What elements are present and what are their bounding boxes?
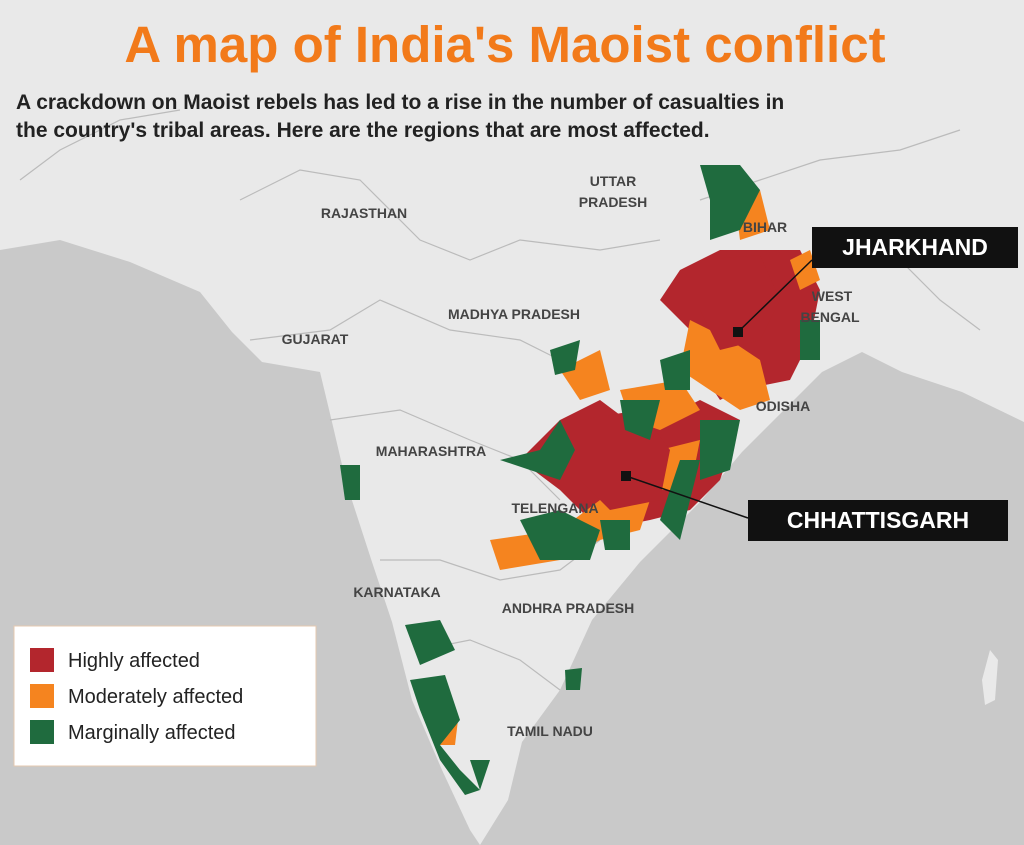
affected-area [500,420,575,480]
region-label: ANDHRA PRADESH [502,600,635,616]
affected-area [700,165,760,240]
sea [480,352,1024,845]
affected-area [600,520,630,550]
region-label: PRADESH [579,194,647,210]
legend-label: Highly affected [68,650,200,672]
legend-label: Moderately affected [68,686,243,708]
region-label: WEST [812,288,853,304]
affected-area [620,400,660,440]
subtitle: the country's tribal areas. Here are the… [16,119,710,142]
legend-swatch [30,684,54,708]
legend-box [13,625,317,767]
affected-area [560,350,610,400]
marker [621,471,631,481]
legend-label: Marginally affected [68,722,236,744]
callouts: JHARKHAND CHHATTISGARH [621,227,1018,541]
callout-label: JHARKHAND [842,234,988,260]
region-label: RAJASTHAN [321,205,407,221]
affected-area [550,340,580,375]
callout-label: CHHATTISGARH [787,507,969,533]
affected-area [700,420,740,480]
affected-area [565,668,582,690]
callout-box [748,500,1008,541]
leader-line [737,259,813,333]
affected-area [680,320,770,410]
region-label: MADHYA PRADESH [448,306,580,322]
affected-area [800,320,820,360]
affected-area [410,675,480,795]
affected-area [405,620,455,665]
region-label: BENGAL [800,309,860,325]
leader-line [625,475,749,519]
region-label: TELENGANA [511,500,598,516]
region-label: UTTAR [590,173,636,189]
region-label: BIHAR [743,219,787,235]
affected-area [660,350,690,390]
affected-area [700,255,780,350]
region-label: GUJARAT [282,331,349,347]
legend: Highly affected Moderately affected Margin… [13,625,317,767]
marker [733,327,743,337]
region-label: ODISHA [756,398,810,414]
title: A map of India's Maoist conflict [124,16,885,73]
affected-area [660,460,700,540]
affected-area [340,465,360,500]
region-label: MAHARASHTRA [376,443,486,459]
affected-area [470,760,490,790]
region-labels: UTTAR PRADESH BIHAR RAJASTHAN WEST BENGA… [282,173,860,739]
legend-swatch [30,720,54,744]
region-label: KARNATAKA [353,584,440,600]
subtitle: A crackdown on Maoist rebels has led to … [16,91,784,114]
island [982,650,998,705]
affected-area [520,510,600,560]
legend-swatch [30,648,54,672]
callout-box [812,227,1018,268]
affected-areas [340,165,820,795]
region-label: TAMIL NADU [507,723,593,739]
